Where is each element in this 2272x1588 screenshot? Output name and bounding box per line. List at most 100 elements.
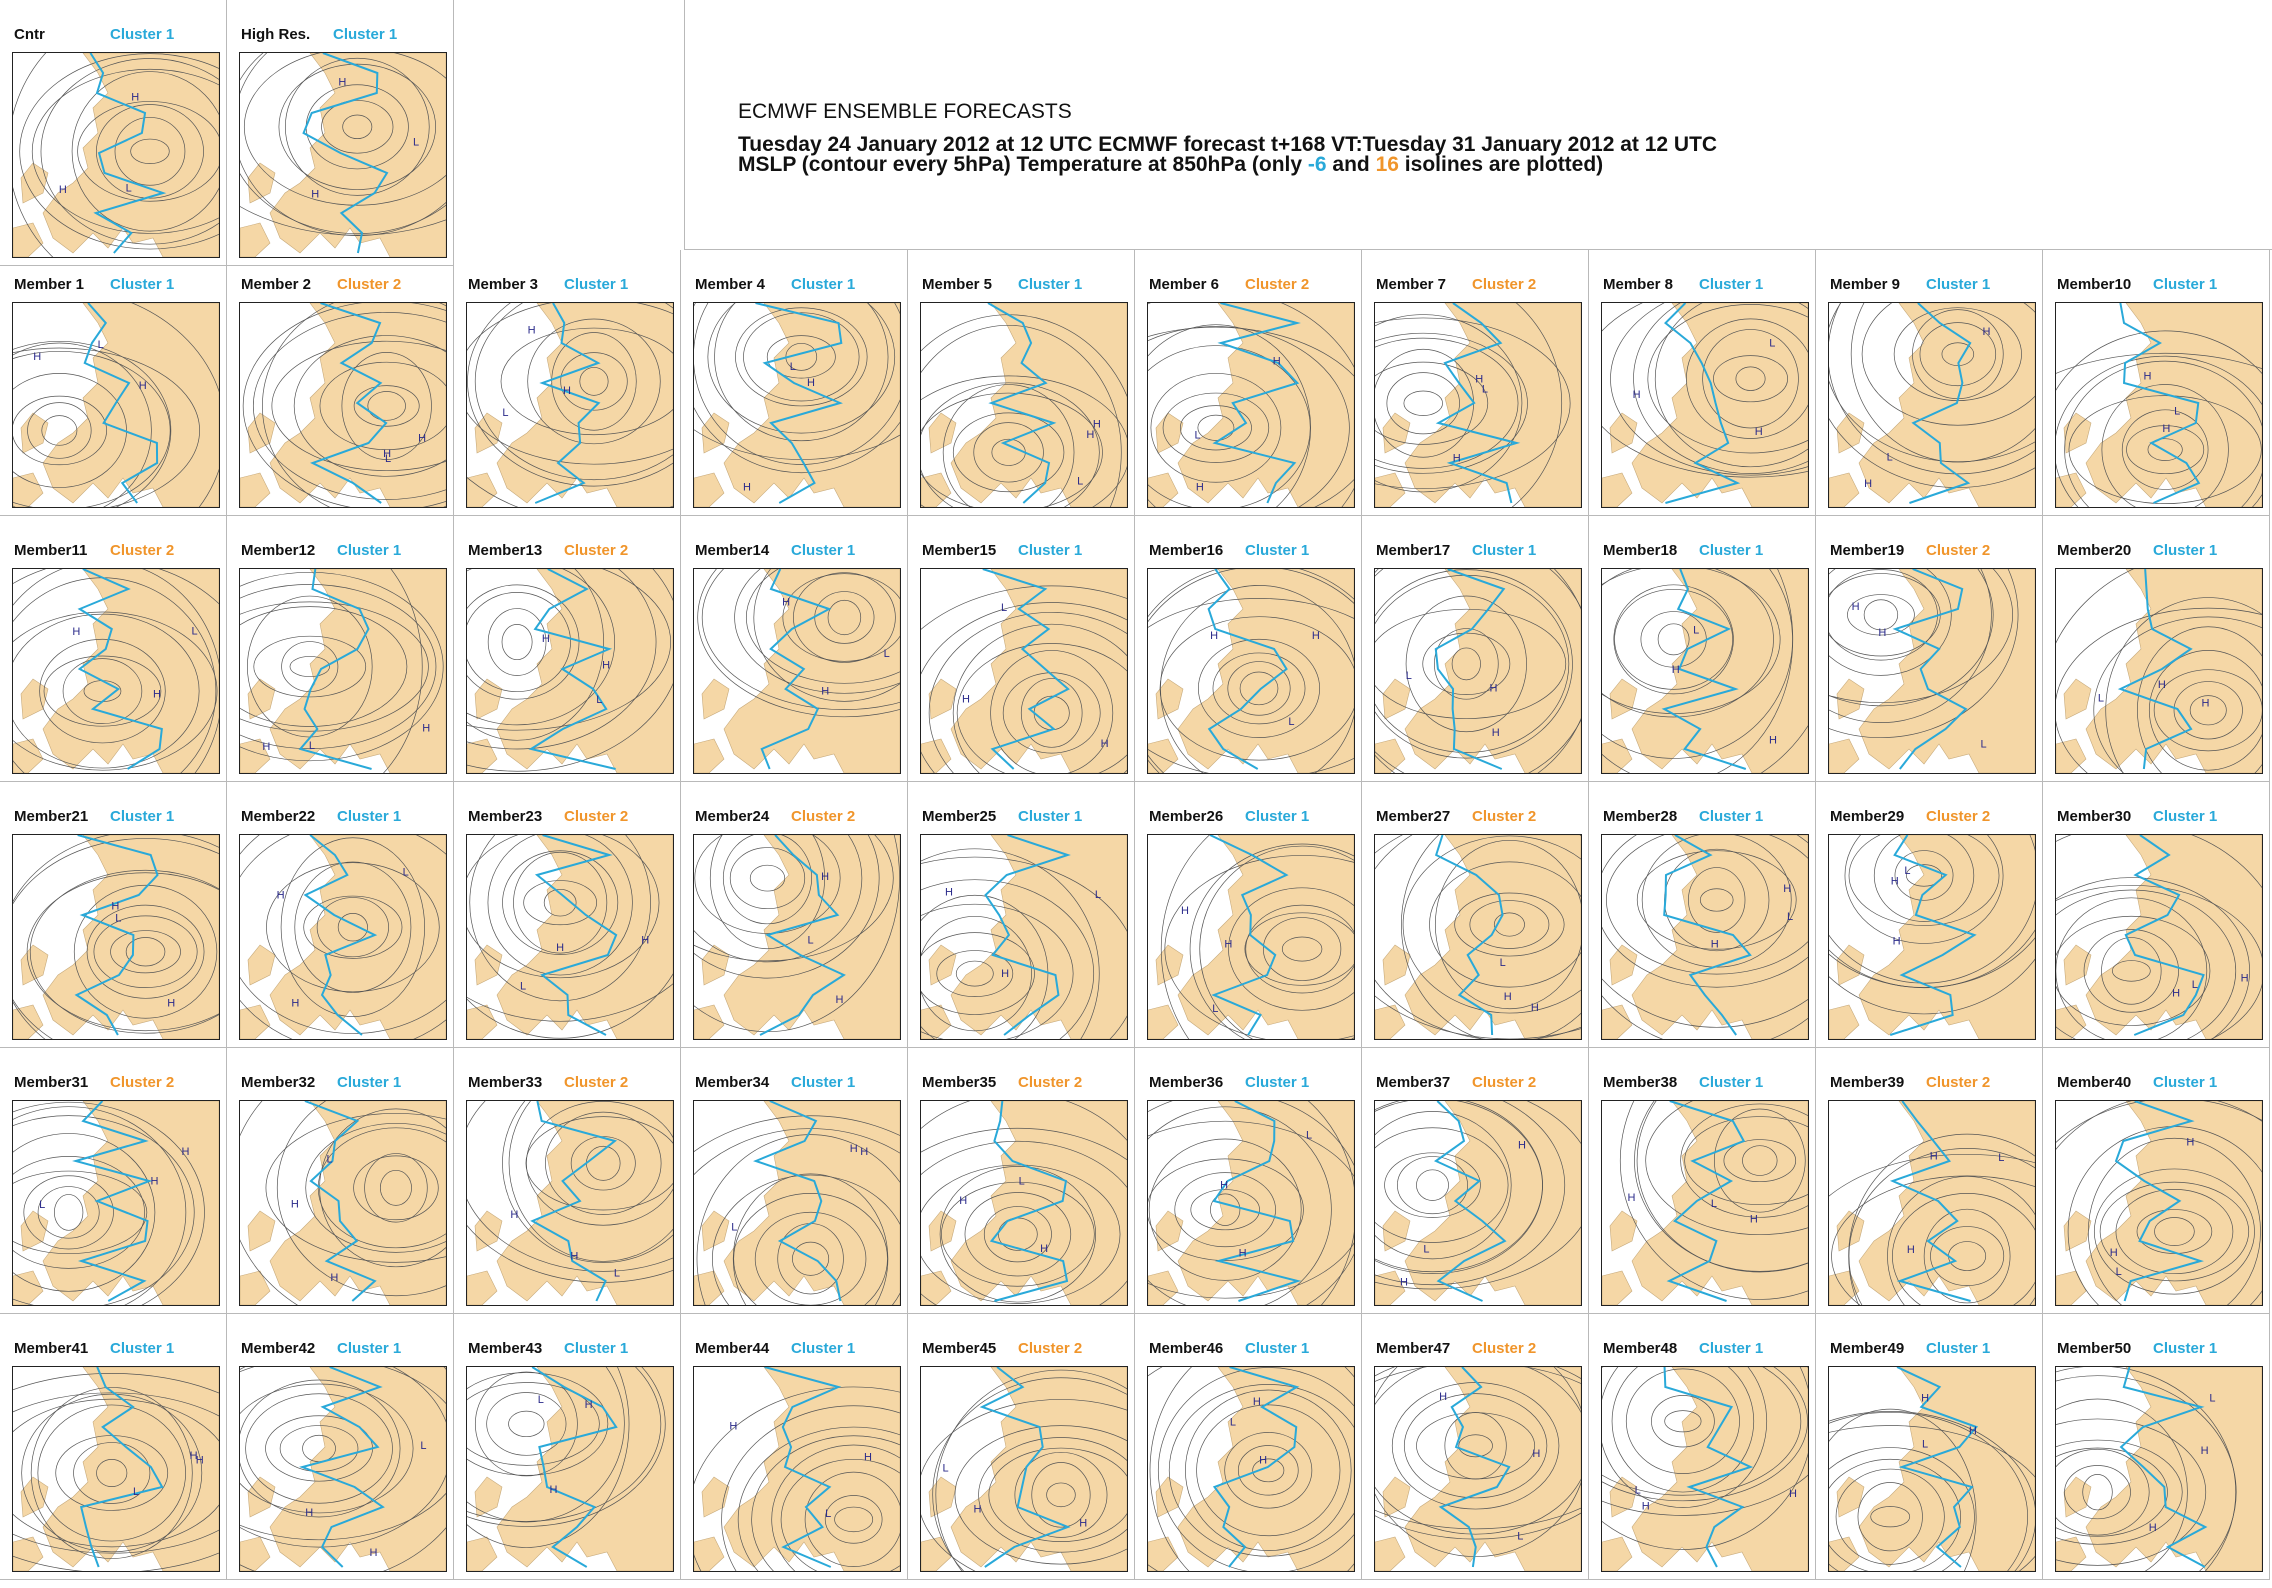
svg-text:H: H [131, 92, 139, 104]
svg-text:H: H [370, 1547, 378, 1559]
svg-text:H: H [1642, 1500, 1650, 1512]
member-1-cluster-label: Cluster 1 [110, 276, 175, 293]
svg-text:H: H [190, 1450, 198, 1462]
member-20-cluster-label: Cluster 1 [2153, 542, 2218, 559]
member-34-map: H L H [693, 1100, 901, 1306]
svg-text:H: H [338, 76, 346, 88]
high-res-label: High Res. [241, 26, 311, 43]
member-35-cluster-label: Cluster 2 [1018, 1074, 1083, 1091]
svg-text:H: H [1093, 419, 1101, 431]
svg-text:H: H [1769, 735, 1777, 747]
svg-text:H: H [1672, 664, 1680, 676]
svg-text:H: H [305, 1507, 313, 1519]
svg-text:L: L [1517, 1530, 1523, 1542]
member-24-cluster-label: Cluster 2 [791, 808, 856, 825]
member-23-panel: Member23 Cluster 2 H L H [454, 782, 681, 1048]
member-9-panel: Member 9 Cluster 1 H L H [1816, 250, 2043, 516]
member-34-cluster-label: Cluster 1 [791, 1074, 856, 1091]
svg-text:H: H [1852, 601, 1860, 613]
svg-text:H: H [1492, 727, 1500, 739]
member-19-label: Member19 [1830, 542, 1905, 559]
cntr-map: H L H [12, 52, 220, 258]
member-25-panel: Member25 Cluster 1 H L H [908, 782, 1135, 1048]
member-14-panel: Member14 Cluster 1 H L H [681, 516, 908, 782]
svg-text:H: H [1789, 1488, 1797, 1500]
svg-text:H: H [1878, 627, 1886, 639]
svg-text:H: H [1259, 1454, 1267, 1466]
member-32-map: H L H [239, 1100, 447, 1306]
cold-isotherm-value: -6 [1307, 153, 1327, 176]
member-25-map: H L H [920, 834, 1128, 1040]
svg-text:H: H [1490, 682, 1498, 694]
member-15-map: H L H [920, 568, 1128, 774]
member-14-map: H L H [693, 568, 901, 774]
member-30-label: Member30 [2057, 808, 2132, 825]
svg-text:H: H [291, 1198, 299, 1210]
svg-text:H: H [33, 351, 41, 363]
member-9-cluster-label: Cluster 1 [1926, 276, 1991, 293]
member-22-cluster-label: Cluster 1 [337, 808, 402, 825]
svg-text:H: H [153, 689, 161, 701]
svg-text:H: H [585, 1399, 593, 1411]
member-22-map: H L H [239, 834, 447, 1040]
member-32-label: Member32 [241, 1074, 316, 1091]
svg-text:L: L [2098, 692, 2104, 704]
member-36-panel: Member36 Cluster 1 H L H [1135, 1048, 1362, 1314]
member-10-cluster-label: Cluster 1 [2153, 276, 2218, 293]
member-22-panel: Member22 Cluster 1 H L H [227, 782, 454, 1048]
svg-text:L: L [790, 361, 796, 373]
high-res-map: H L H [239, 52, 447, 258]
member-11-cluster-label: Cluster 2 [110, 542, 175, 559]
member-49-cluster-label: Cluster 1 [1926, 1340, 1991, 1357]
svg-text:L: L [1981, 738, 1987, 750]
member-31-label: Member31 [14, 1074, 89, 1091]
member-21-cluster-label: Cluster 1 [110, 808, 175, 825]
member-16-label: Member16 [1149, 542, 1224, 559]
svg-text:H: H [821, 686, 829, 698]
member-2-cluster-label: Cluster 2 [337, 276, 402, 293]
svg-text:H: H [1750, 1213, 1758, 1225]
svg-text:L: L [39, 1199, 45, 1211]
member-13-label: Member13 [468, 542, 543, 559]
member-19-panel: Member19 Cluster 2 H L H [1816, 516, 2043, 782]
svg-text:H: H [1891, 876, 1899, 888]
member-5-map: H L H [920, 302, 1128, 508]
svg-text:L: L [1711, 1198, 1717, 1210]
member-8-label: Member 8 [1603, 276, 1674, 293]
member-6-cluster-label: Cluster 2 [1245, 276, 1310, 293]
member-38-label: Member38 [1603, 1074, 1678, 1091]
svg-text:L: L [385, 453, 391, 465]
high-res-panel: High Res. Cluster 1 H L H [227, 0, 454, 266]
member-23-cluster-label: Cluster 2 [564, 808, 629, 825]
member-50-cluster-label: Cluster 1 [2153, 1340, 2218, 1357]
svg-text:H: H [1531, 1002, 1539, 1014]
svg-text:H: H [2202, 698, 2210, 710]
svg-text:L: L [1306, 1130, 1312, 1142]
member-16-map: H L H [1147, 568, 1355, 774]
svg-text:H: H [743, 482, 751, 494]
svg-text:H: H [2110, 1247, 2118, 1259]
forecast-title: ECMWF ENSEMBLE FORECASTS [738, 100, 1072, 123]
svg-text:H: H [1711, 939, 1719, 951]
member-23-label: Member23 [468, 808, 543, 825]
member-45-panel: Member45 Cluster 2 H L H [908, 1314, 1135, 1580]
svg-text:L: L [502, 407, 508, 419]
svg-text:H: H [182, 1146, 190, 1158]
svg-text:L: L [403, 867, 409, 879]
svg-text:L: L [2209, 1393, 2215, 1405]
member-8-panel: Member 8 Cluster 1 H L H [1589, 250, 1816, 516]
member-27-label: Member27 [1376, 808, 1451, 825]
svg-text:L: L [1998, 1152, 2004, 1164]
member-8-cluster-label: Cluster 1 [1699, 276, 1764, 293]
forecast-fields-info: MSLP (contour every 5hPa) Temperature at… [738, 153, 1603, 177]
member-15-cluster-label: Cluster 1 [1018, 542, 1083, 559]
member-48-label: Member48 [1603, 1340, 1678, 1357]
svg-text:H: H [2186, 1136, 2194, 1148]
member-46-panel: Member46 Cluster 1 H L H [1135, 1314, 1362, 1580]
member-40-label: Member40 [2057, 1074, 2132, 1091]
